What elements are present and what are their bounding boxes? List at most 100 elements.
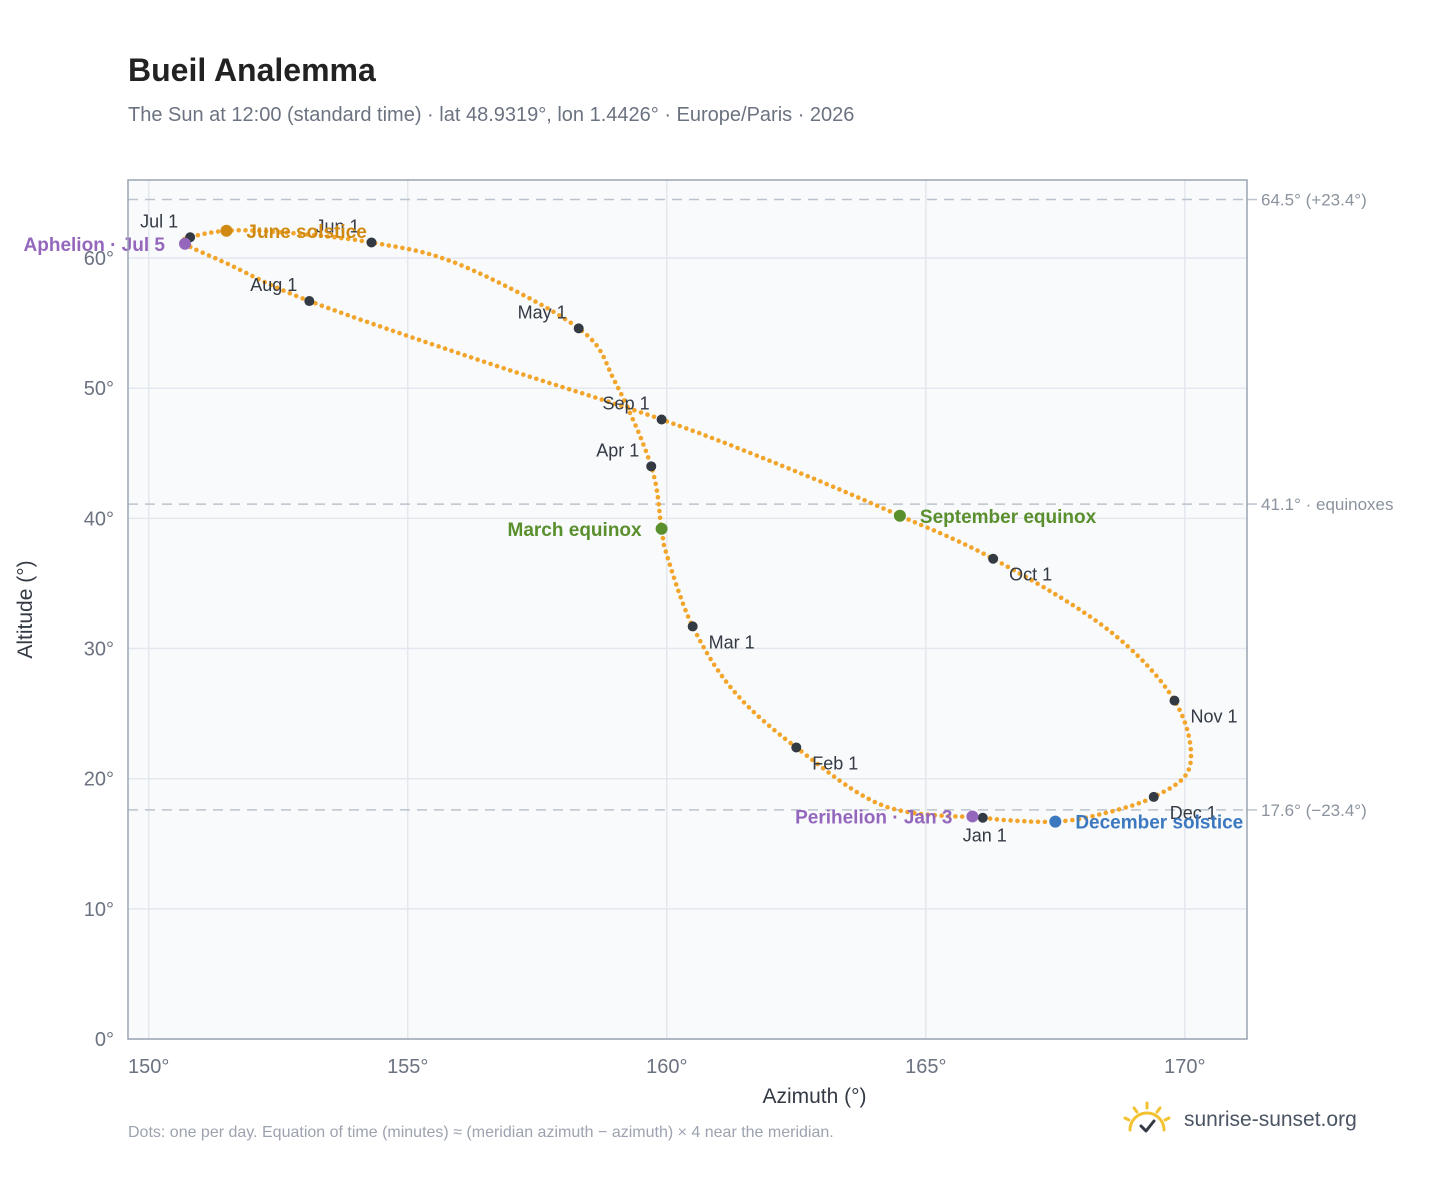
daily-dot [1116,807,1122,812]
daily-dot [455,350,461,356]
daily-dot [1028,819,1034,824]
daily-dot [284,230,290,235]
special-point-label: Perihelion · Jan 3 [795,807,952,828]
daily-dot [937,530,943,536]
daily-dot [332,234,337,240]
daily-dot [715,668,721,673]
footer-note: Dots: one per day. Equation of time (min… [128,1124,834,1141]
month-label: Mar 1 [709,632,755,652]
daily-dot [854,789,860,795]
daily-dot [860,793,865,798]
daily-dot [452,260,458,266]
month-marker [1148,791,1159,802]
daily-dot [481,359,487,365]
daily-dot [244,270,249,276]
month-marker [656,414,667,425]
daily-dot [1136,801,1142,806]
x-tick-label: 160° [646,1056,687,1078]
daily-dot [400,245,405,251]
daily-dot [515,289,520,295]
daily-dot [898,808,904,813]
daily-dot [1053,592,1058,597]
daily-dot [243,228,248,233]
daily-dot [671,575,677,581]
brand[interactable]: sunrise-sunset.org [1120,1100,1357,1140]
special-point [1049,815,1062,828]
daily-dot [669,569,675,574]
daily-dot [281,288,286,293]
daily-dot [735,445,740,451]
daily-dot [410,335,415,340]
daily-dot [586,393,591,398]
daily-dot [352,237,358,243]
daily-dot [213,255,218,261]
daily-dot [1180,713,1185,719]
daily-dot [612,401,618,407]
daily-dot [429,341,435,347]
daily-dot [599,397,605,402]
daily-dot [704,650,710,656]
daily-dot [779,463,785,469]
daily-dot [703,433,708,438]
daily-dot [772,727,777,733]
daily-dot [1017,571,1023,576]
daily-dot [956,539,962,544]
daily-dot [660,535,666,541]
reference-line-label: 64.5° (+23.4°) [1261,191,1367,210]
daily-dot [777,732,783,737]
daily-dot [318,233,324,239]
month-markers: Jan 1 Feb 1 Mar 1 Apr 1 May 1 Jun 1 Jul 1 Aug 1… [140,211,1237,845]
daily-dot [1166,689,1172,695]
daily-dot [1070,817,1075,823]
daily-dot [501,366,507,371]
y-tick-label: 60° [84,248,114,270]
daily-dot [521,372,526,377]
daily-dot [939,813,944,818]
daily-dot [950,536,955,541]
daily-dot [820,766,826,771]
daily-dot [562,316,568,322]
daily-dot [619,403,624,409]
daily-dot [698,638,703,644]
daily-dot [874,503,880,509]
daily-dot [332,308,338,313]
month-marker [573,323,584,334]
daily-dot [1130,803,1135,808]
daily-dot [719,673,725,679]
daily-dot [632,407,637,413]
y-tick-label: 0° [95,1029,114,1051]
daily-dot [502,283,508,289]
daily-dot [676,588,681,594]
daily-dot [390,328,396,334]
daily-dot [514,370,519,375]
daily-dot [1186,733,1191,738]
daily-dot [1188,760,1193,766]
daily-dot [799,471,804,476]
daily-dot [1130,648,1136,654]
daily-dot [1183,773,1188,778]
x-tick-label: 170° [1164,1056,1205,1078]
reference-lines: 64.5° (+23.4°) 41.1° · equinoxes 17.6° (−2… [128,191,1394,820]
x-axis-title: Azimuth (°) [762,1085,866,1108]
daily-dot [1041,584,1046,590]
daily-dot [371,321,376,327]
daily-dot [1076,816,1082,822]
daily-dot [1162,684,1168,689]
daily-dot [527,296,532,301]
daily-dot [1145,663,1150,668]
daily-dot [393,244,398,249]
daily-dot [339,235,344,241]
daily-dot [359,238,365,244]
daily-dot [475,357,480,362]
special-point-label: Aphelion · Jul 5 [24,235,166,256]
daily-dot [533,299,538,304]
daily-dot [751,709,757,715]
daily-dot [994,817,1000,822]
special-point [893,509,906,522]
daily-dot [194,247,199,253]
daily-dot [345,312,351,318]
daily-dot [606,399,611,405]
daily-dot [566,386,572,392]
daily-dot [657,515,663,521]
daily-dot [442,346,448,351]
